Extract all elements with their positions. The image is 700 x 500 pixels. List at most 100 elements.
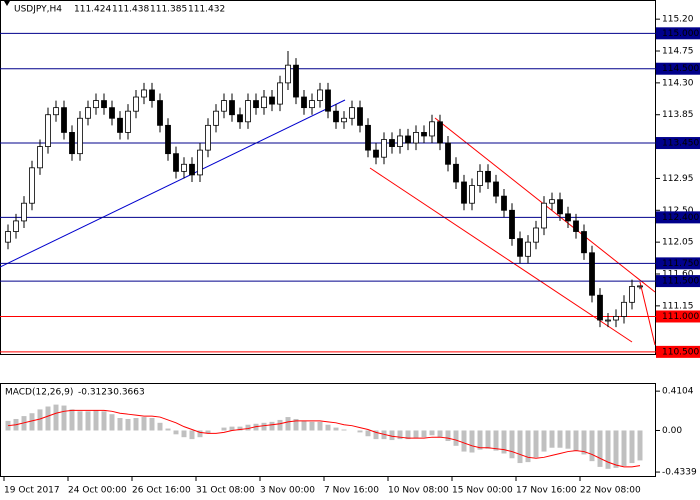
x-tick-label: 7 Nov 16:00	[324, 486, 379, 496]
y-tick-label: 0.4104	[662, 387, 694, 397]
candle-body	[517, 238, 523, 257]
candle-body	[629, 286, 635, 303]
candle-body	[237, 114, 243, 123]
forecast-line	[639, 281, 656, 346]
candle-body	[221, 100, 227, 112]
candle-body	[413, 132, 419, 144]
y-tick-label: 114.30	[662, 78, 694, 88]
signal-value: -0.3663	[110, 388, 145, 398]
x-tick-label: 3 Nov 00:00	[260, 486, 315, 496]
macd-bar	[605, 430, 611, 469]
candle-body	[165, 124, 171, 155]
candle-body	[285, 64, 291, 84]
candle-body	[117, 117, 123, 133]
macd-bar	[517, 430, 523, 464]
macd-bar	[493, 430, 499, 451]
macd-bar	[549, 430, 555, 448]
candle-body	[341, 117, 347, 123]
macd-bar	[45, 406, 51, 431]
macd-bar	[173, 430, 179, 435]
macd-bar	[157, 422, 163, 431]
level-label-box	[656, 275, 700, 288]
candle-body	[181, 163, 187, 172]
candle-body	[21, 202, 27, 222]
macd-bar	[109, 414, 115, 431]
macd-bar	[77, 411, 83, 431]
candle-body	[333, 110, 339, 123]
price-pane	[0, 0, 656, 355]
macd-bar	[525, 430, 531, 463]
level-label-box	[656, 310, 700, 323]
level-label: 111.500	[662, 277, 699, 287]
level-label: 110.500	[662, 347, 699, 357]
candle-body	[461, 181, 467, 204]
candle-body	[149, 89, 155, 101]
low-value: 111.385	[150, 5, 187, 15]
candle-body	[557, 199, 563, 215]
candle-body	[173, 153, 179, 172]
candle-body	[245, 100, 251, 123]
candle-body	[189, 163, 195, 176]
macd-bar	[181, 430, 187, 438]
macd-bar	[277, 419, 283, 431]
candle-body	[301, 96, 307, 109]
macd-bar	[341, 429, 347, 431]
channel-lower	[369, 167, 633, 343]
open-value: 111.424	[74, 5, 111, 15]
candle-body	[525, 241, 531, 257]
macd-bar	[501, 430, 507, 454]
macd-bar	[269, 421, 275, 431]
macd-bar	[285, 417, 291, 431]
candle-body	[13, 220, 19, 232]
candle-body	[293, 64, 299, 98]
macd-bar	[317, 421, 323, 431]
level-label: 111.750	[662, 259, 699, 269]
candle-body	[493, 181, 499, 197]
macd-bar	[69, 409, 75, 431]
candle-body	[197, 149, 203, 176]
candle-body	[277, 82, 283, 105]
macd-bar	[477, 430, 483, 450]
macd-bar	[509, 430, 515, 459]
macd-bar	[245, 424, 251, 431]
macd-bar	[149, 418, 155, 431]
macd-bar	[445, 430, 451, 442]
candle-body	[437, 121, 443, 144]
y-tick-label: 112.05	[662, 238, 694, 248]
candle-body	[573, 220, 579, 232]
macd-bar	[333, 427, 339, 431]
macd-bar	[429, 430, 435, 436]
candle-body	[397, 135, 403, 147]
macd-bar	[581, 430, 587, 455]
candle-body	[613, 316, 619, 321]
macd-bar	[533, 430, 539, 458]
macd-bar	[453, 430, 459, 446]
macd-bar	[557, 430, 563, 448]
candle-body	[61, 107, 67, 133]
macd-bar	[405, 430, 411, 440]
candle-body	[501, 195, 507, 211]
candle-body	[485, 170, 491, 183]
menu-arrow[interactable]	[4, 1, 10, 6]
macd-bar	[205, 430, 211, 434]
candle-body	[549, 199, 555, 204]
macd-bar	[573, 430, 579, 451]
x-tick-label: 19 Oct 2017	[4, 486, 60, 496]
y-tick-label: 0.00	[662, 426, 682, 436]
x-tick-label: 10 Nov 08:00	[388, 486, 449, 496]
macd-bar	[437, 430, 443, 438]
candle-body	[421, 132, 427, 137]
level-label-box	[656, 27, 700, 40]
candle-body	[205, 124, 211, 151]
candle-body	[93, 100, 99, 109]
macd-bar	[373, 430, 379, 440]
candle-body	[637, 285, 643, 288]
macd-bar	[61, 405, 67, 431]
symbol-title: USDJPY,H4	[14, 5, 62, 15]
macd-bar	[237, 426, 243, 431]
macd-bar	[29, 413, 35, 431]
macd-bar	[629, 430, 635, 464]
level-label-box	[656, 345, 700, 358]
y-tick-label: 112.95	[662, 174, 694, 184]
candle-body	[109, 107, 115, 119]
